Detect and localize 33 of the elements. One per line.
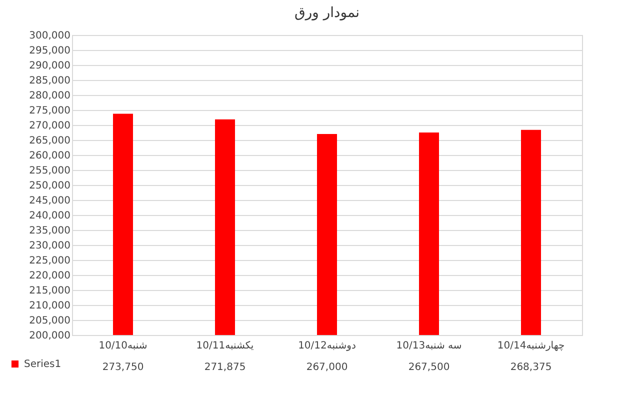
chart-title: نمودار ورق — [294, 5, 360, 21]
x-tick-label: سه شنبه10/13 — [396, 340, 462, 352]
y-tick-label: 225,000 — [29, 256, 70, 266]
y-tick-label: 235,000 — [29, 226, 70, 236]
y-tick-label: 290,000 — [29, 60, 70, 72]
x-tick-label: دوشنبه10/12 — [298, 340, 356, 352]
y-tick-label: 300,000 — [29, 30, 70, 42]
data-label: 273,750 — [102, 362, 144, 373]
y-tick-label: 270,000 — [29, 120, 70, 132]
x-tick-label: چهارشنبه10/14 — [497, 340, 565, 352]
data-label: 267,500 — [408, 362, 450, 373]
y-tick-label: 220,000 — [29, 270, 70, 282]
y-tick-label: 255,000 — [29, 166, 70, 176]
y-tick-label: 250,000 — [29, 180, 70, 192]
y-tick-label: 275,000 — [29, 106, 70, 116]
y-tick-label: 230,000 — [29, 240, 70, 252]
y-tick-label: 210,000 — [29, 300, 70, 312]
data-label: 267,000 — [306, 362, 348, 373]
y-tick-label: 200,000 — [29, 330, 70, 342]
y-tick-label: 240,000 — [29, 210, 70, 222]
y-tick-label: 205,000 — [29, 316, 70, 326]
y-tick-label: 260,000 — [29, 150, 70, 162]
data-label: 268,375 — [510, 362, 552, 373]
y-tick-label: 280,000 — [29, 90, 70, 102]
y-tick-label: 285,000 — [29, 76, 70, 86]
y-tick-label: 245,000 — [29, 196, 70, 206]
legend-label: Series1 — [24, 359, 62, 370]
data-label: 271,875 — [204, 362, 246, 373]
x-tick-label: یکشنبه10/11 — [196, 340, 254, 352]
y-tick-label: 215,000 — [29, 286, 70, 296]
x-tick-label: شنبه10/10 — [98, 340, 148, 352]
y-tick-label: 295,000 — [29, 46, 70, 56]
y-tick-label: 265,000 — [29, 136, 70, 146]
